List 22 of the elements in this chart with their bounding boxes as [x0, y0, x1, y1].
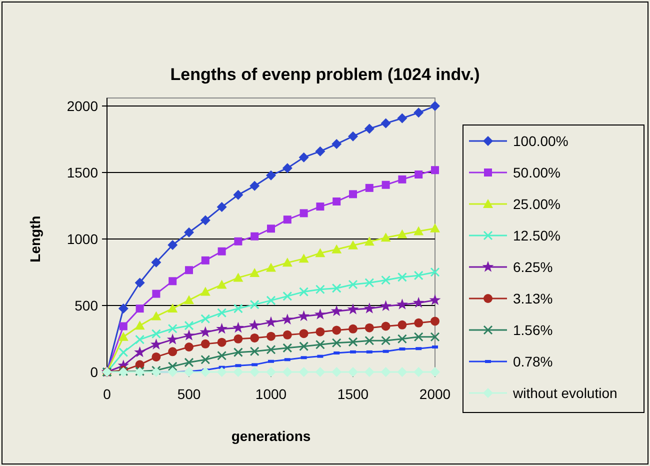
y-axis-title: Length [27, 216, 43, 262]
y-tick-label: 500 [74, 298, 98, 314]
legend-label: 100.00% [513, 133, 568, 149]
legend-label: 1.56% [513, 322, 553, 338]
chart-title: Lengths of evenp problem (1024 indv.) [170, 65, 480, 84]
legend-label: 0.78% [513, 354, 553, 370]
y-tick-label: 2000 [66, 98, 98, 114]
legend-label: 6.25% [513, 259, 553, 275]
x-tick-label: 2000 [419, 386, 451, 402]
legend-label: 50.00% [513, 164, 560, 180]
y-tick-label: 0 [90, 364, 98, 380]
y-tick-label: 1500 [66, 164, 98, 180]
x-tick-label: 0 [103, 386, 112, 402]
x-tick-label: 1000 [255, 386, 287, 402]
legend-label: without evolution [512, 385, 618, 401]
legend-label: 25.00% [513, 196, 560, 212]
x-axis-title: generations [231, 428, 311, 444]
x-tick-label: 500 [177, 386, 201, 402]
y-tick-label: 1000 [66, 231, 98, 247]
x-tick-label: 1500 [337, 386, 369, 402]
legend-label: 12.50% [513, 228, 560, 244]
legend-label: 3.13% [513, 290, 553, 306]
